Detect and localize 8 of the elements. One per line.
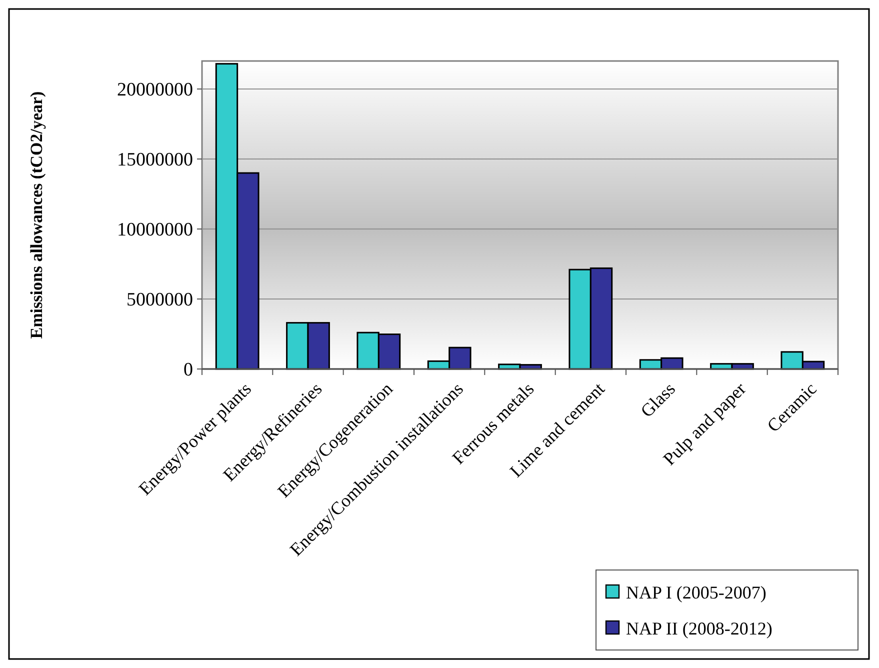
y-tick-label: 5000000	[126, 290, 193, 311]
y-tick-label: 20000000	[117, 80, 193, 101]
y-tick-label: 0	[184, 360, 193, 381]
y-tick-label: 10000000	[117, 220, 193, 241]
y-axis-title: Emissions allowances (tCO2/year)	[27, 91, 46, 339]
legend-label: NAP I (2005-2007)	[626, 582, 766, 602]
y-tick-label: 15000000	[117, 150, 193, 171]
legend-label: NAP II (2008-2012)	[626, 618, 772, 638]
